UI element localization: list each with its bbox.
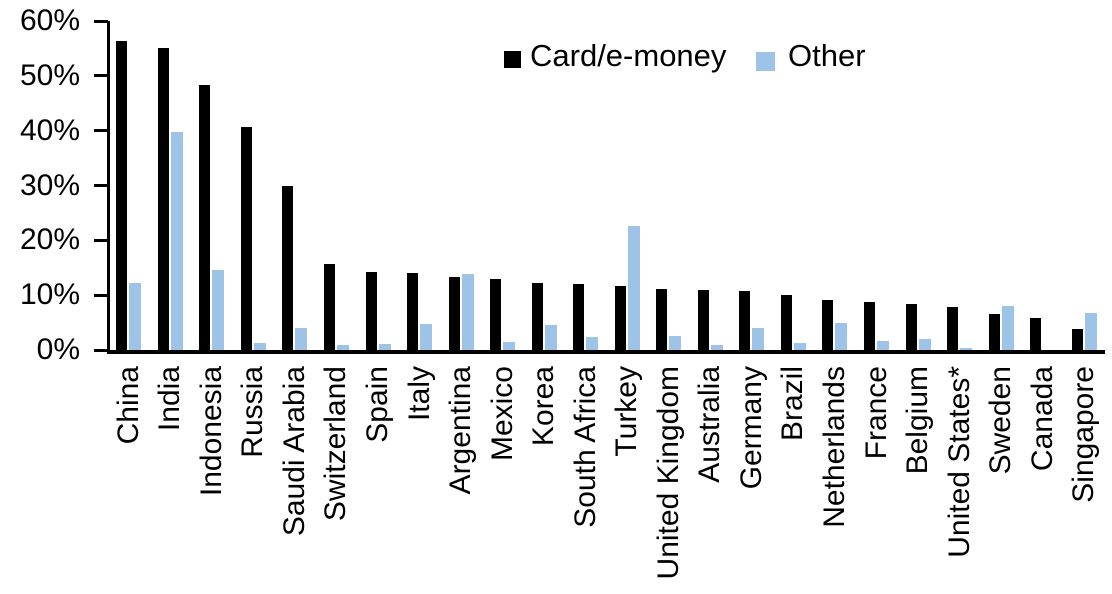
bar-card-e-money-argentina [448,276,460,350]
bar-other-sweden [1001,305,1014,350]
x-label-belgium: Belgium [901,366,935,475]
legend-label-card-e-money: Card/e-money [530,38,727,73]
y-tick-mark [94,74,108,78]
x-label-united-states: United States* [942,366,976,558]
x-label-india: India [153,366,187,432]
bar-card-e-money-saudi-arabia [282,185,294,350]
bar-card-e-money-france [864,302,876,350]
y-tick-label-20: 20% [19,223,80,257]
bar-card-e-money-south-africa [573,284,585,350]
bar-other-singapore [1084,313,1097,350]
x-label-indonesia: Indonesia [194,366,228,497]
y-tick-label-50: 50% [19,58,80,92]
y-tick-mark [94,19,108,23]
bar-other-netherlands [835,322,848,350]
bar-card-e-money-italy [407,272,419,350]
bar-other-china [129,282,142,350]
y-tick-label-40: 40% [19,113,80,147]
x-label-singapore: Singapore [1067,366,1101,503]
bar-other-france [877,340,890,350]
bar-card-e-money-canada [1030,317,1042,350]
bar-other-india [170,131,183,350]
x-label-brazil: Brazil [776,366,810,442]
bar-other-switzerland [336,345,349,350]
y-tick-mark [94,348,108,352]
y-tick-mark [94,129,108,133]
y-tick-mark [94,238,108,242]
legend-swatch-card-e-money [504,51,521,68]
legend-label-other: Other [788,38,866,73]
bar-card-e-money-singapore [1071,328,1083,350]
x-label-turkey: Turkey [610,366,644,457]
bar-other-mexico [503,342,516,350]
x-label-australia: Australia [693,366,727,483]
bar-card-e-money-korea [531,282,543,350]
bar-card-e-money-india [157,48,169,350]
bar-card-e-money-united-states [947,306,959,350]
bar-other-argentina [461,273,474,350]
y-tick-mark [94,184,108,187]
bar-other-spain [378,343,391,350]
bar-card-e-money-brazil [780,294,792,350]
bar-other-turkey [627,225,640,350]
bar-card-e-money-switzerland [323,264,335,350]
bar-other-saudi-arabia [295,328,308,350]
bar-card-e-money-united-kingdom [656,288,668,350]
x-label-netherlands: Netherlands [817,366,851,528]
bar-other-south-africa [586,336,599,350]
y-tick-label-60: 60% [19,4,80,37]
bar-card-e-money-belgium [905,304,917,350]
bar-card-e-money-russia [240,126,252,350]
x-label-south-africa: South Africa [568,366,602,528]
bar-card-e-money-germany [739,291,751,350]
y-tick-label-10: 10% [19,278,80,312]
bar-other-australia [710,344,723,350]
bar-card-e-money-spain [365,272,377,350]
bar-other-korea [544,324,557,350]
bar-card-e-money-indonesia [199,84,211,350]
bar-card-e-money-mexico [490,278,502,350]
x-label-france: France [859,366,893,460]
bar-other-indonesia [212,269,225,350]
x-label-sweden: Sweden [984,366,1018,475]
bar-card-e-money-china [116,40,128,350]
x-label-italy: Italy [402,366,436,422]
x-label-korea: Korea [527,366,561,447]
x-label-china: China [111,366,145,445]
bar-card-e-money-australia [697,290,709,350]
x-label-argentina: Argentina [444,366,478,495]
x-label-germany: Germany [734,366,768,490]
bar-other-germany [752,328,765,350]
y-tick-label-30: 30% [19,168,80,202]
x-label-spain: Spain [361,366,395,443]
y-tick-label-0: 0% [36,333,80,366]
x-axis-line [107,350,1105,354]
bar-card-e-money-sweden [988,314,1000,350]
bar-other-russia [253,343,266,350]
bar-other-italy [420,324,433,350]
x-label-mexico: Mexico [485,366,519,462]
y-axis-line [107,21,110,353]
bar-other-belgium [918,339,931,350]
x-label-united-kingdom: United Kingdom [651,366,685,580]
bar-card-e-money-turkey [614,285,626,350]
bar-other-united-kingdom [669,336,682,350]
bar-card-e-money-netherlands [822,299,834,350]
x-label-canada: Canada [1025,366,1059,472]
y-tick-mark [94,293,108,297]
x-label-russia: Russia [236,366,270,458]
bar-other-united-states [960,348,973,350]
x-label-saudi-arabia: Saudi Arabia [277,366,311,537]
legend-swatch-other [756,52,775,71]
bar-other-brazil [793,343,806,350]
x-label-switzerland: Switzerland [319,366,353,522]
